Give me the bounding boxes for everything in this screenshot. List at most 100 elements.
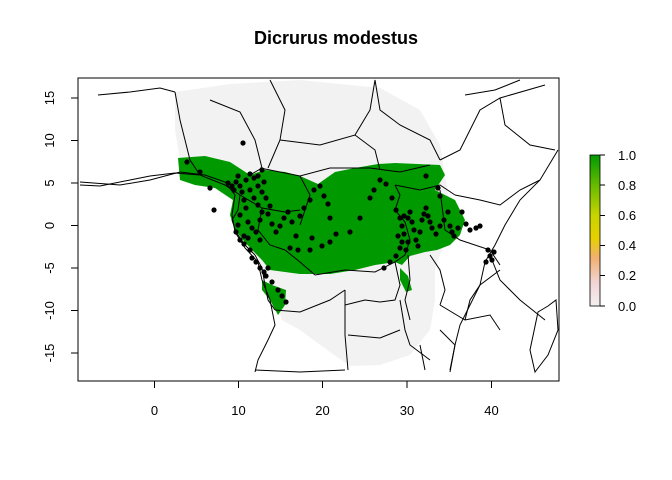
x-tick-label: 20 (315, 403, 329, 418)
occurrence-point (295, 247, 301, 253)
map-title: Dicrurus modestus (253, 28, 419, 48)
y-tick-label: 15 (42, 91, 57, 105)
occurrence-point (275, 287, 281, 293)
occurrence-point (211, 207, 217, 213)
occurrence-point (225, 180, 231, 186)
y-tick-label: 10 (42, 133, 57, 147)
occurrence-point (325, 201, 331, 207)
occurrence-point (319, 243, 325, 249)
occurrence-point (425, 213, 431, 219)
occurrence-point (233, 179, 239, 185)
occurrence-point (257, 237, 263, 243)
occurrence-point (445, 209, 451, 215)
occurrence-points (184, 140, 497, 305)
x-tick-label: 0 (151, 403, 158, 418)
occurrence-point (405, 239, 411, 245)
occurrence-point (467, 227, 473, 233)
map-plot (79, 79, 559, 374)
occurrence-point (409, 219, 415, 225)
occurrence-point (273, 229, 279, 235)
occurrence-point (383, 181, 389, 187)
occurrence-point (317, 183, 323, 189)
occurrence-point (451, 233, 457, 239)
occurrence-point (245, 235, 251, 241)
occurrence-point (259, 189, 265, 195)
occurrence-point (307, 247, 313, 253)
occurrence-point (235, 173, 241, 179)
x-tick-label: 30 (400, 403, 414, 418)
occurrence-point (265, 265, 271, 271)
occurrence-point (237, 212, 243, 218)
occurrence-point (473, 225, 479, 231)
occurrence-point (489, 257, 495, 263)
occurrence-point (483, 259, 489, 265)
madagascar (529, 299, 559, 374)
occurrence-point (455, 225, 461, 231)
legend-label: 1.0 (618, 148, 636, 163)
occurrence-point (487, 253, 493, 259)
y-tick-label: -15 (42, 344, 57, 363)
occurrence-point (333, 231, 339, 237)
occurrence-point (261, 269, 267, 275)
occurrence-point (381, 265, 387, 271)
occurrence-point (240, 140, 246, 146)
occurrence-point (347, 229, 353, 235)
occurrence-point (401, 213, 407, 219)
occurrence-point (311, 187, 317, 193)
occurrence-point (247, 171, 253, 177)
occurrence-point (389, 195, 395, 201)
occurrence-point (259, 167, 265, 173)
y-tick-label: -5 (42, 262, 57, 274)
occurrence-point (397, 215, 403, 221)
occurrence-point (269, 221, 275, 227)
occurrence-point (207, 185, 213, 191)
occurrence-point (307, 197, 313, 203)
x-axis (154, 380, 492, 388)
occurrence-point (249, 255, 255, 261)
occurrence-point (417, 229, 423, 235)
occurrence-point (267, 203, 273, 209)
occurrence-point (237, 237, 243, 243)
occurrence-point (247, 187, 253, 193)
occurrence-point (357, 215, 363, 221)
occurrence-point (255, 173, 261, 179)
occurrence-point (433, 231, 439, 237)
occurrence-point (237, 183, 243, 189)
occurrence-point (279, 293, 285, 299)
occurrence-point (327, 239, 333, 245)
occurrence-point (459, 209, 465, 215)
occurrence-point (184, 159, 190, 165)
occurrence-point (395, 233, 401, 239)
occurrence-point (241, 241, 247, 247)
occurrence-point (297, 213, 303, 219)
occurrence-point (251, 175, 257, 181)
occurrence-point (387, 259, 393, 265)
occurrence-point (437, 223, 443, 229)
legend-label: 0.2 (618, 268, 636, 283)
occurrence-point (403, 247, 409, 253)
occurrence-point (421, 211, 427, 217)
occurrence-point (399, 223, 405, 229)
occurrence-point (397, 245, 403, 251)
occurrence-point (239, 189, 245, 195)
occurrence-point (477, 223, 483, 229)
occurrence-point (249, 225, 255, 231)
occurrence-point (321, 193, 327, 199)
occurrence-point (247, 247, 253, 253)
occurrence-point (405, 215, 411, 221)
occurrence-point (491, 249, 497, 255)
occurrence-point (259, 209, 265, 215)
occurrence-point (263, 273, 269, 279)
occurrence-point (281, 215, 287, 221)
occurrence-point (245, 219, 251, 225)
legend-label: 0.0 (618, 299, 636, 314)
occurrence-point (251, 195, 257, 201)
occurrence-point (419, 217, 425, 223)
occurrence-point (261, 179, 267, 185)
y-tick-label: -10 (42, 301, 57, 320)
east-coastline (449, 149, 559, 373)
occurrence-point (197, 169, 203, 175)
occurrence-point (485, 247, 491, 253)
occurrence-point (401, 231, 407, 237)
legend-label: 0.4 (618, 238, 636, 253)
